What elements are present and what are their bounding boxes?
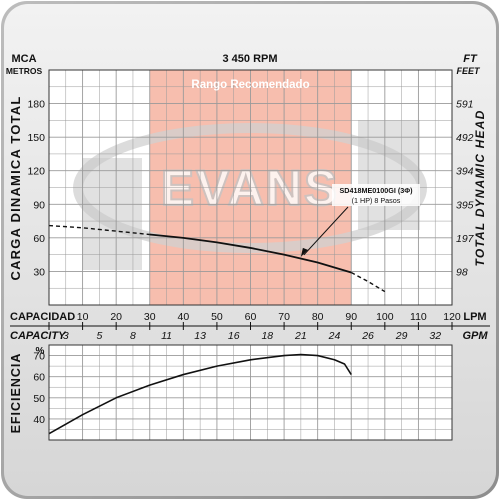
y-tick-label-left: 30 (33, 266, 45, 278)
series-subtitle: (1 HP) 8 Pasos (352, 196, 401, 205)
right-unit-bottom: FEET (456, 66, 481, 76)
head-curve-dashed-left (48, 224, 150, 236)
efficiency-panel: 40 50 60 70 % EFICIENCIA (9, 344, 453, 441)
x-tick-label-gpm: 8 (130, 330, 136, 342)
x-tick-label-lpm: 20 (110, 311, 122, 323)
left-unit-top: MCA (11, 53, 36, 65)
left-unit-bottom: METROS (6, 66, 43, 76)
series-label-arrow (303, 206, 349, 256)
x-tick-labels-lpm: 10 20 30 40 50 60 70 80 90 100 110 120 (77, 311, 461, 323)
y-tick-label-right: 395 (456, 199, 474, 211)
recommended-range-label: Rango Recomendado (191, 79, 309, 91)
x-tick-label-lpm: 80 (312, 311, 324, 323)
efficiency-curve-line (48, 353, 352, 435)
y-axis-title-left: CARGA DINAMICA TOTAL (8, 95, 23, 280)
y-tick-labels-right: 98 197 395 394 492 591 (456, 99, 475, 279)
head-curve-solid (149, 233, 352, 274)
x-tick-label-gpm: 29 (395, 330, 408, 342)
chart-title: 3 450 RPM (222, 53, 277, 65)
x-tick-label-lpm: 50 (211, 311, 223, 323)
y-tick-label-left: 60 (33, 233, 45, 245)
efficiency-axis-title: EFICIENCIA (9, 353, 23, 434)
x-tick-label-gpm: 26 (361, 330, 374, 342)
x-tick-label-lpm: 100 (376, 311, 394, 323)
efficiency-tick-label: 60 (33, 372, 45, 384)
y-tick-label-left: 120 (27, 166, 45, 178)
y-axis-title-right: TOTAL DYNAMIC HEAD (473, 110, 487, 267)
x-tick-label-gpm: 5 (96, 330, 102, 342)
x-unit-lpm: LPM (463, 311, 486, 323)
x-tick-label-gpm: 13 (194, 330, 206, 342)
x-tick-label-gpm: 3 (63, 330, 69, 342)
watermark-text: EVANS (161, 160, 340, 216)
y-tick-label-right: 197 (456, 233, 475, 245)
x-tick-label-lpm: 120 (443, 311, 461, 323)
capacity-axis: CAPACIDAD CAPACITY 10 20 30 40 50 60 70 80 90 100… (10, 311, 490, 342)
efficiency-tick-label: 50 (33, 393, 45, 405)
head-grid (49, 70, 452, 305)
y-tick-label-right: 394 (456, 166, 474, 178)
efficiency-curve (48, 353, 352, 435)
series-label: SD418ME0100GI (3Φ) (339, 186, 413, 195)
x-tick-label-lpm: 60 (245, 311, 257, 323)
y-tick-label-left: 150 (27, 132, 45, 144)
efficiency-tick-label: 70 (33, 351, 45, 363)
head-plot-border (48, 69, 453, 306)
efficiency-tick-labels: 40 50 60 70 (33, 351, 45, 426)
head-curve: SD418ME0100GI (3Φ)(1 HP) 8 Pasos (48, 184, 420, 293)
x-tick-label-lpm: 40 (177, 311, 189, 323)
x-tick-label-gpm: 16 (228, 330, 240, 342)
efficiency-unit: % (36, 346, 45, 357)
y-tick-label-right: 591 (456, 99, 474, 111)
x-tick-label-lpm: 90 (345, 311, 357, 323)
series-label-arrowhead (300, 247, 308, 257)
x-tick-label-gpm: 11 (161, 330, 172, 342)
x-tick-label-gpm: 21 (294, 330, 307, 342)
efficiency-tick-label: 40 (33, 414, 45, 426)
x-unit-gpm: GPM (462, 330, 488, 342)
x-tick-labels-gpm: 3 5 8 11 13 16 18 21 24 26 29 32 (63, 330, 441, 342)
capacity-axis-line (10, 322, 490, 330)
x-tick-label-lpm: 10 (77, 311, 89, 323)
head-panel: EVANS Rango Recomendado SD418ME0100GI (3… (27, 69, 475, 306)
y-tick-label-left: 180 (27, 99, 45, 111)
series-label-box (332, 184, 420, 206)
x-tick-label-gpm: 32 (429, 330, 441, 342)
x-axis-title: CAPACIDAD (10, 311, 75, 323)
x-tick-label-gpm: 18 (261, 330, 273, 342)
y-tick-label-right: 98 (456, 266, 468, 278)
x-tick-label-lpm: 30 (144, 311, 156, 323)
x-tick-label-lpm: 70 (278, 311, 290, 323)
efficiency-grid (49, 345, 452, 440)
x-tick-label-gpm: 24 (328, 330, 341, 342)
y-tick-label-left: 90 (33, 199, 45, 211)
x-tick-label-lpm: 110 (410, 311, 427, 323)
watermark-block-right (358, 120, 420, 230)
y-tick-label-right: 492 (456, 132, 474, 144)
y-tick-labels-left: 30 60 90 120 150 180 (27, 99, 45, 279)
watermark-block-left (82, 158, 142, 270)
efficiency-plot-border (48, 344, 453, 441)
evans-watermark: EVANS (73, 120, 427, 270)
x-axis-title-alt: CAPACITY (10, 330, 67, 342)
right-unit-top: FT (463, 53, 478, 65)
